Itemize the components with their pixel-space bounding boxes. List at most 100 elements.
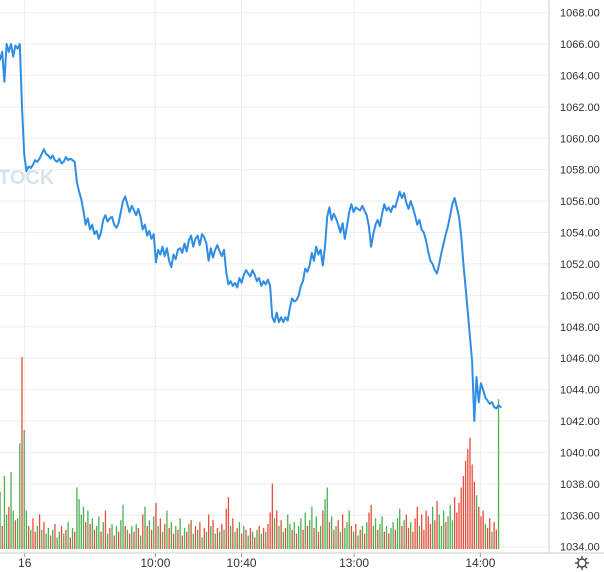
volume-bar — [309, 520, 311, 549]
volume-bar — [320, 525, 322, 549]
y-tick-label: 1038.00 — [560, 479, 600, 491]
volume-bar — [256, 529, 258, 549]
volume-bar — [405, 514, 407, 549]
volume-bar — [388, 533, 390, 549]
volume-bar — [179, 518, 181, 549]
volume-bar — [421, 514, 423, 549]
volume-bar — [76, 487, 78, 549]
volume-bar — [153, 516, 155, 549]
volume-bar — [478, 506, 480, 549]
volume-bar — [19, 443, 21, 549]
volume-bar — [383, 531, 385, 549]
volume-bar — [232, 518, 234, 549]
volume-bar — [495, 529, 497, 549]
volume-bar — [186, 531, 188, 549]
volume-bar — [54, 524, 56, 549]
volume-bar — [146, 525, 148, 549]
volume-bar — [410, 522, 412, 549]
volume-bar — [486, 527, 489, 549]
volume-bar — [438, 514, 440, 549]
volume-bar — [93, 529, 96, 549]
volume-bar — [161, 531, 164, 549]
volume-bar — [302, 529, 304, 549]
volume-bar — [58, 531, 60, 549]
y-tick-label: 1068.00 — [560, 8, 600, 20]
volume-bar — [335, 525, 337, 549]
volume-bar — [460, 487, 462, 549]
volume-bar — [78, 499, 80, 549]
volume-bar — [480, 516, 482, 549]
volume-bar — [122, 504, 124, 549]
volume-bar — [374, 518, 377, 549]
volume-bar — [366, 522, 368, 549]
x-tick-label: 14:00 — [465, 556, 495, 570]
volume-bar — [489, 518, 491, 549]
volume-bar — [368, 512, 370, 549]
volume-bar — [445, 522, 447, 549]
volume-bar — [298, 525, 300, 549]
volume-bar — [142, 514, 144, 549]
volume-bar — [276, 510, 278, 549]
volume-bar — [330, 516, 333, 549]
volume-bar — [126, 529, 129, 549]
volume-bar — [36, 525, 39, 549]
volume-bar — [451, 520, 454, 549]
volume-bar — [100, 531, 102, 549]
volume-bar — [221, 524, 223, 549]
volume-bar — [456, 512, 458, 549]
watermark-text: TOCK — [0, 167, 55, 189]
volume-bar — [120, 520, 122, 549]
volume-bar — [98, 516, 100, 549]
volume-bar — [210, 525, 212, 549]
volume-bar — [458, 502, 460, 549]
volume-bar — [326, 487, 328, 549]
volume-bar — [341, 514, 344, 549]
gear-icon[interactable] — [574, 555, 590, 571]
volume-bar — [45, 533, 47, 549]
volume-bar — [346, 522, 348, 549]
volume-bar — [449, 504, 451, 549]
volume-bar — [170, 522, 172, 549]
volume-bar — [65, 529, 67, 549]
volume-bar — [192, 533, 194, 549]
volume-bar — [52, 529, 54, 549]
volume-bar — [199, 522, 201, 549]
volume-bar — [177, 529, 179, 549]
volume-bar — [148, 520, 151, 549]
volume-bar — [104, 510, 107, 549]
volume-bar — [412, 531, 414, 549]
volume-bar — [313, 527, 315, 549]
settings-button[interactable] — [574, 555, 590, 571]
volume-bar — [315, 516, 317, 549]
volume-bar — [32, 518, 34, 549]
volume-bar — [87, 510, 89, 549]
volume-bar — [344, 527, 346, 549]
y-tick-label: 1062.00 — [560, 102, 600, 114]
volume-bar — [12, 510, 14, 549]
volume-bar — [493, 522, 495, 549]
volume-bar — [234, 531, 236, 549]
volume-bar — [295, 533, 298, 549]
volume-bar — [229, 525, 232, 549]
volume-bar — [273, 518, 276, 549]
volume-bar — [432, 506, 434, 549]
y-tick-label: 1054.00 — [560, 228, 600, 240]
volume-bar — [372, 525, 375, 549]
y-tick-label: 1044.00 — [560, 385, 600, 397]
volume-bar — [249, 527, 252, 549]
volume-bar — [214, 533, 216, 549]
volume-bar — [128, 533, 131, 549]
volume-bar — [47, 527, 50, 549]
volume-bar — [300, 518, 302, 549]
volume-bar — [219, 531, 221, 549]
volume-bar — [113, 535, 115, 549]
volume-bar — [243, 525, 245, 549]
volume-bar — [91, 518, 93, 549]
volume-bar — [467, 449, 469, 549]
volume-bar — [416, 506, 418, 549]
volume-bar — [291, 529, 293, 549]
y-tick-label: 1048.00 — [560, 322, 600, 334]
volume-bar — [359, 529, 361, 549]
volume-bar — [357, 535, 359, 549]
volume-bar — [262, 527, 265, 549]
